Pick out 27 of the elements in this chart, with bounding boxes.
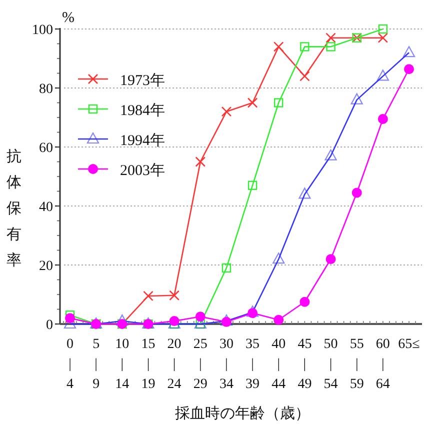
x-tick-label: 10 | 14	[115, 337, 130, 392]
x-tick-label: 0 | 4	[66, 337, 74, 392]
legend-label: 1994年	[120, 132, 165, 149]
x-tick-label: 30 | 34	[219, 337, 234, 392]
legend-label: 2003年	[120, 162, 165, 179]
y-axis-title: 抗体保有率	[6, 148, 22, 269]
x-tick-label: 25 | 29	[193, 337, 208, 392]
legend-label: 1984年	[120, 102, 165, 119]
y-tick-label: 40	[39, 200, 53, 215]
x-tick-label: 35 | 39	[246, 337, 260, 392]
y-tick-label: 100	[32, 23, 53, 38]
x-tick-label: 65≤	[398, 337, 420, 352]
y-tick-label: 80	[39, 82, 53, 97]
legend-label: 1973年	[120, 72, 165, 89]
x-tick-label: 15 | 19	[141, 337, 156, 392]
x-axis-title: 採血時の年齢（歳）	[175, 405, 310, 422]
y-tick-label: 60	[39, 141, 53, 156]
x-tick-label: 5 | 9	[92, 337, 100, 392]
y-tick-label: 0	[46, 318, 53, 333]
x-tick-label: 45 | 49	[298, 337, 312, 392]
x-tick-label: 55 | 59	[350, 337, 364, 392]
x-tick-label: 60 | 64	[376, 337, 390, 392]
x-tick-label: 40 | 44	[272, 337, 286, 392]
x-tick-label: 50 | 54	[324, 337, 338, 392]
text: %	[62, 10, 74, 26]
y-tick-label: 20	[39, 259, 53, 274]
x-tick-label: 20 | 24	[167, 337, 182, 392]
